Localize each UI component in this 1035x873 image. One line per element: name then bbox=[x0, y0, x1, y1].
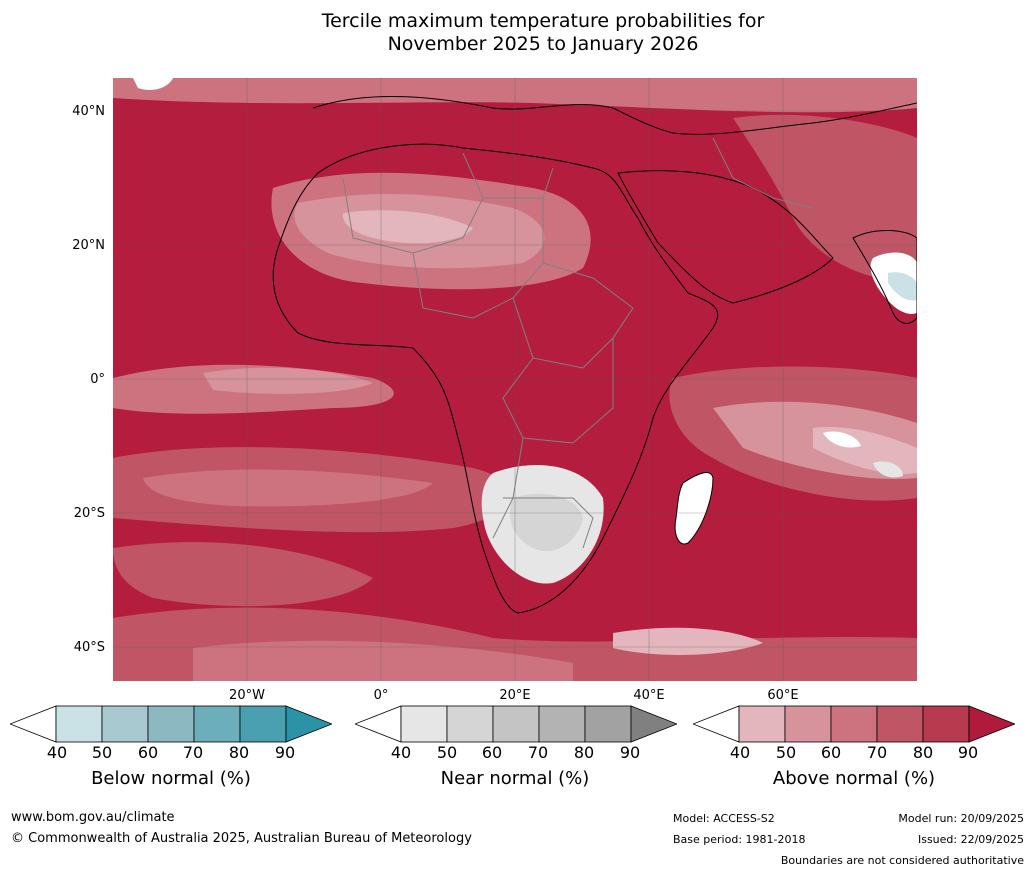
tick-label: 90 bbox=[619, 743, 641, 762]
model-name: Model: ACCESS-S2 bbox=[673, 812, 775, 825]
colorbar-swatch bbox=[55, 705, 103, 743]
colorbar-low-arrow bbox=[693, 705, 740, 743]
tick-label: 70 bbox=[527, 743, 549, 762]
tick-label: 50 bbox=[436, 743, 458, 762]
tick-label: 70 bbox=[182, 743, 204, 762]
tick-label: 60 bbox=[481, 743, 503, 762]
colorbar-swatch bbox=[193, 705, 241, 743]
lat-label-20n: 20°N bbox=[72, 238, 105, 253]
tick-label: 60 bbox=[820, 743, 842, 762]
tick-label: 50 bbox=[775, 743, 797, 762]
colorbar-swatch bbox=[784, 705, 832, 743]
colorbar-swatch bbox=[492, 705, 540, 743]
colorbar-high-arrow bbox=[285, 705, 332, 743]
colorbar-swatch bbox=[538, 705, 586, 743]
madagascar-coastline bbox=[674, 472, 714, 545]
tick-label: 80 bbox=[228, 743, 250, 762]
colorbar-below-normal bbox=[10, 705, 332, 743]
tick-label: 40 bbox=[46, 743, 68, 762]
colorbar-swatch bbox=[584, 705, 632, 743]
lat-label-40n: 40°N bbox=[72, 104, 105, 119]
tick-label: 50 bbox=[91, 743, 113, 762]
colorbar-label-near: Near normal (%) bbox=[440, 768, 590, 789]
model-run-date: Model run: 20/09/2025 bbox=[898, 812, 1024, 825]
tick-label: 80 bbox=[912, 743, 934, 762]
colorbar-low-arrow bbox=[355, 705, 402, 743]
tick-label: 90 bbox=[274, 743, 296, 762]
tick-label: 70 bbox=[866, 743, 888, 762]
colorbar-high-arrow bbox=[630, 705, 677, 743]
colorbar-label-below: Below normal (%) bbox=[91, 768, 251, 789]
india-coastline bbox=[852, 230, 917, 324]
title-line-2: November 2025 to January 2026 bbox=[387, 33, 699, 55]
lon-label-20w: 20°W bbox=[229, 688, 265, 703]
lat-label-40s: 40°S bbox=[73, 640, 105, 655]
disclaimer: Boundaries are not considered authoritat… bbox=[780, 854, 1024, 867]
lon-label-60e: 60°E bbox=[767, 688, 799, 703]
issued-date: Issued: 22/09/2025 bbox=[917, 833, 1024, 846]
colorbar-label-above: Above normal (%) bbox=[772, 768, 936, 789]
colorbar-near-normal bbox=[355, 705, 677, 743]
colorbar-low-arrow bbox=[10, 705, 57, 743]
graticule bbox=[113, 78, 917, 681]
tick-label: 40 bbox=[390, 743, 412, 762]
lat-label-20s: 20°S bbox=[73, 506, 105, 521]
lon-label-40e: 40°E bbox=[633, 688, 665, 703]
colorbar-swatch bbox=[446, 705, 494, 743]
tick-label: 60 bbox=[137, 743, 159, 762]
colorbar-above-normal bbox=[693, 705, 1015, 743]
colorbar-swatch bbox=[400, 705, 448, 743]
colorbar-swatch bbox=[738, 705, 786, 743]
colorbar-swatches bbox=[10, 705, 332, 743]
colorbar-swatches bbox=[693, 705, 1015, 743]
chart-title: Tercile maximum temperature probabilitie… bbox=[0, 10, 1035, 56]
lon-label-0: 0° bbox=[373, 688, 389, 703]
copyright: © Commonwealth of Australia 2025, Austra… bbox=[11, 831, 472, 846]
colorbar-swatch bbox=[876, 705, 924, 743]
colorbar-swatch bbox=[101, 705, 149, 743]
tick-label: 40 bbox=[729, 743, 751, 762]
base-period: Base period: 1981-2018 bbox=[673, 833, 806, 846]
country-borders bbox=[342, 137, 814, 549]
europe-coastline bbox=[312, 95, 917, 135]
tick-label: 90 bbox=[957, 743, 979, 762]
probability-map bbox=[113, 78, 917, 681]
title-line-1: Tercile maximum temperature probabilitie… bbox=[321, 10, 765, 32]
colorbar-high-arrow bbox=[968, 705, 1015, 743]
colorbar-swatch bbox=[239, 705, 287, 743]
colorbar-swatch bbox=[922, 705, 970, 743]
africa-coastline bbox=[272, 143, 719, 614]
tick-label: 80 bbox=[573, 743, 595, 762]
colorbar-swatch bbox=[147, 705, 195, 743]
lat-label-0: 0° bbox=[90, 372, 105, 387]
arabia-coastline bbox=[617, 170, 834, 304]
colorbar-swatches bbox=[355, 705, 677, 743]
lon-label-20e: 20°E bbox=[499, 688, 531, 703]
colorbar-swatch bbox=[830, 705, 878, 743]
website-link[interactable]: www.bom.gov.au/climate bbox=[11, 810, 175, 825]
